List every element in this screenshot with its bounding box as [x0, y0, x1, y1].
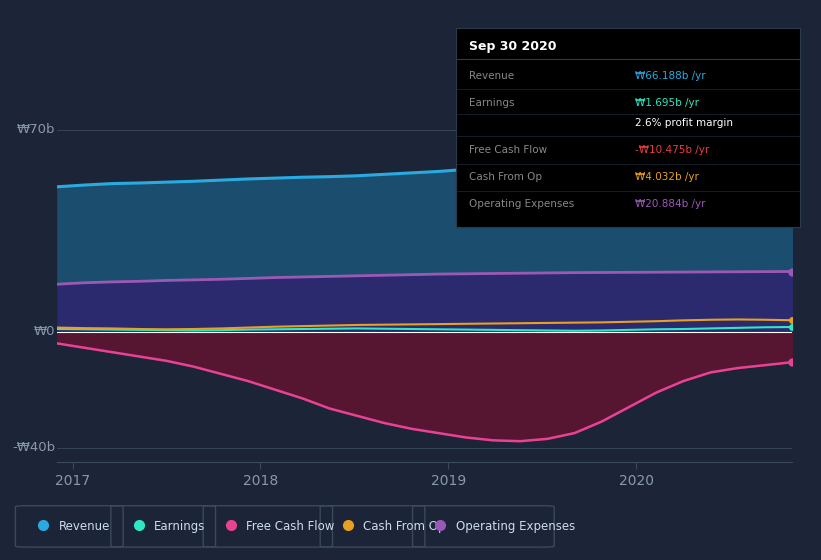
Text: Earnings: Earnings [470, 97, 515, 108]
Text: ₩20.884b /yr: ₩20.884b /yr [635, 199, 705, 209]
Text: -₩40b: -₩40b [12, 441, 55, 454]
Text: -₩10.475b /yr: -₩10.475b /yr [635, 145, 709, 155]
Text: ₩1.695b /yr: ₩1.695b /yr [635, 97, 699, 108]
Text: Operating Expenses: Operating Expenses [470, 199, 575, 209]
Text: ₩66.188b /yr: ₩66.188b /yr [635, 71, 705, 81]
Text: Revenue: Revenue [470, 71, 515, 81]
Text: 2.6% profit margin: 2.6% profit margin [635, 118, 733, 128]
Text: ₩70b: ₩70b [16, 123, 55, 136]
Text: Earnings: Earnings [154, 520, 205, 533]
Text: Free Cash Flow: Free Cash Flow [246, 520, 335, 533]
Text: Free Cash Flow: Free Cash Flow [470, 145, 548, 155]
Text: Cash From Op: Cash From Op [364, 520, 446, 533]
Text: Revenue: Revenue [58, 520, 110, 533]
Text: Cash From Op: Cash From Op [470, 172, 543, 182]
Text: ₩4.032b /yr: ₩4.032b /yr [635, 172, 699, 182]
Text: Sep 30 2020: Sep 30 2020 [470, 40, 557, 53]
Text: ₩0: ₩0 [34, 325, 55, 338]
Text: Operating Expenses: Operating Expenses [456, 520, 575, 533]
